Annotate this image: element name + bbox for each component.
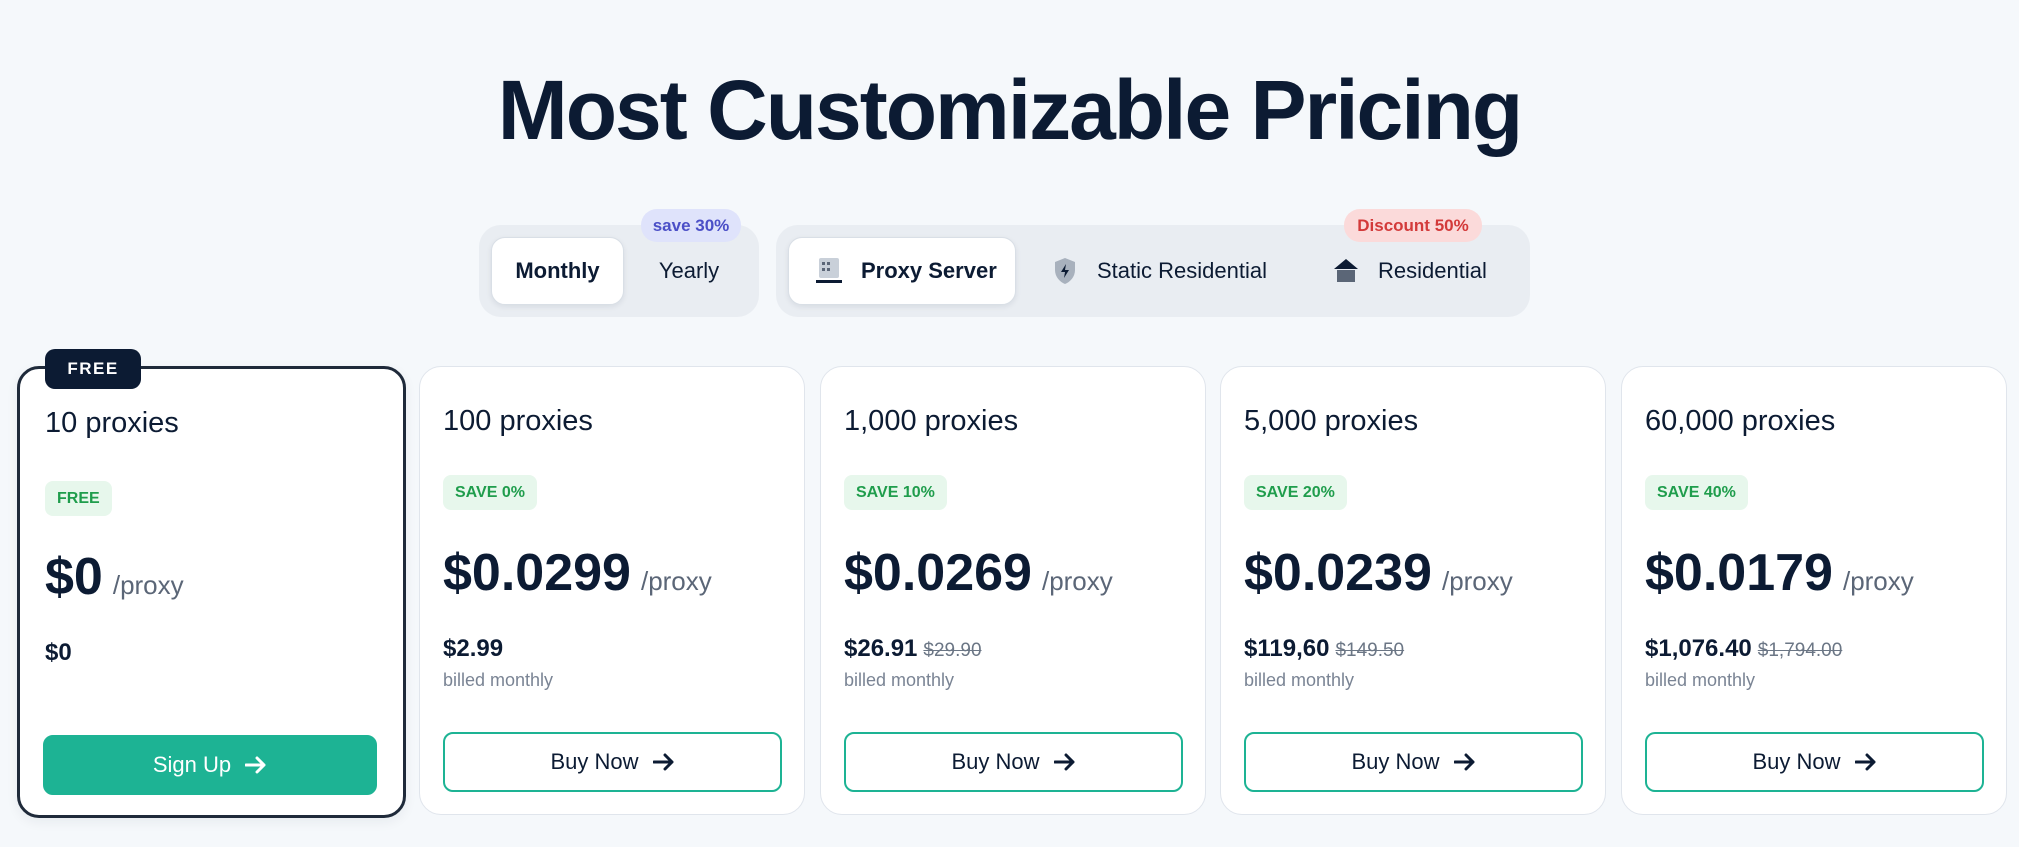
plan-total-original: $1,794.00: [1757, 640, 1843, 661]
plan-price: $0.0239 /proxy: [1244, 543, 1513, 603]
plan-save-badge: SAVE 0%: [443, 475, 537, 510]
plan-total: $119,60 $149.50: [1244, 635, 1404, 663]
plan-price: $0.0269 /proxy: [844, 543, 1113, 603]
plan-total-amount: $119,60: [1244, 635, 1330, 662]
server-icon: [815, 257, 843, 285]
plan-billed-note: billed monthly: [844, 670, 955, 690]
arrow-right-icon: [1453, 753, 1476, 771]
plan-billed-note: billed monthly: [1645, 670, 1756, 690]
plan-card-1000: 1,000 proxies SAVE 10% $0.0269 /proxy $2…: [820, 366, 1206, 815]
plan-price-amount: $0.0299: [443, 544, 631, 602]
plan-price: $0.0299 /proxy: [443, 543, 712, 603]
arrow-right-icon: [1053, 753, 1076, 771]
shield-bolt-icon: [1051, 257, 1079, 285]
plan-price-unit: /proxy: [1842, 566, 1914, 596]
residential-discount-badge: Discount 50%: [1344, 209, 1482, 242]
plan-card-100: 100 proxies SAVE 0% $0.0299 /proxy $2.99…: [419, 366, 805, 815]
plan-billed-note: billed monthly: [443, 670, 554, 690]
plan-total-amount: $26.91: [844, 635, 918, 662]
buy-now-button[interactable]: Buy Now: [443, 732, 782, 792]
plan-name: 5,000 proxies: [1244, 405, 1419, 437]
plan-save-badge: SAVE 10%: [844, 475, 947, 510]
plan-total: $26.91 $29.90: [844, 635, 982, 663]
buy-now-button-label: Buy Now: [550, 749, 639, 774]
plan-price: $0 /proxy: [45, 547, 184, 607]
sign-up-button[interactable]: Sign Up: [43, 735, 377, 795]
plan-price-amount: $0: [45, 548, 103, 606]
plan-total-original: $29.90: [923, 640, 982, 661]
product-residential-label: Residential: [1378, 258, 1487, 283]
yearly-save-badge: save 30%: [641, 209, 741, 242]
plan-price-unit: /proxy: [112, 570, 184, 600]
free-tag: FREE: [45, 349, 141, 389]
buy-now-button-label: Buy Now: [1351, 749, 1440, 774]
plan-card-free: 10 proxies FREE $0 /proxy $0 Sign Up: [17, 366, 406, 818]
plan-name: 100 proxies: [443, 405, 593, 437]
house-icon: [1332, 257, 1360, 285]
product-static-residential-option[interactable]: Static Residential: [1051, 237, 1291, 305]
plan-price-unit: /proxy: [640, 566, 712, 596]
plan-price-unit: /proxy: [1041, 566, 1113, 596]
plan-name: 60,000 proxies: [1645, 405, 1836, 437]
plan-save-badge: SAVE 20%: [1244, 475, 1347, 510]
arrow-right-icon: [1854, 753, 1877, 771]
buy-now-button-label: Buy Now: [1752, 749, 1841, 774]
buy-now-button[interactable]: Buy Now: [1244, 732, 1583, 792]
plan-price-unit: /proxy: [1441, 566, 1513, 596]
plan-billed-note: billed monthly: [1244, 670, 1355, 690]
plan-name: 1,000 proxies: [844, 405, 1019, 437]
plan-save-badge: FREE: [45, 481, 112, 516]
plan-price-amount: $0.0239: [1244, 544, 1432, 602]
plan-total: $2.99: [443, 635, 503, 663]
buy-now-button[interactable]: Buy Now: [844, 732, 1183, 792]
plan-name: 10 proxies: [45, 407, 179, 439]
buy-now-button[interactable]: Buy Now: [1645, 732, 1984, 792]
product-residential-option[interactable]: Residential: [1332, 237, 1512, 305]
plan-card-5000: 5,000 proxies SAVE 20% $0.0239 /proxy $1…: [1220, 366, 1606, 815]
plan-price: $0.0179 /proxy: [1645, 543, 1914, 603]
plan-total: $0: [45, 639, 72, 666]
page-title: Most Customizable Pricing: [497, 63, 1523, 157]
arrow-right-icon: [245, 756, 267, 774]
plan-total: $1,076.40 $1,794.00: [1645, 635, 1842, 663]
plan-total-original: $149.50: [1335, 640, 1405, 661]
billing-monthly-option[interactable]: Monthly: [491, 237, 624, 305]
plan-total-amount: $1,076.40: [1645, 635, 1752, 662]
product-proxy-server-option[interactable]: Proxy Server: [788, 237, 1016, 305]
plan-total-amount: $2.99: [443, 635, 504, 662]
plan-price-amount: $0.0179: [1645, 544, 1833, 602]
product-proxy-server-label: Proxy Server: [861, 258, 997, 283]
plan-card-60000: 60,000 proxies SAVE 40% $0.0179 /proxy $…: [1621, 366, 2007, 815]
billing-yearly-option[interactable]: Yearly: [658, 258, 720, 283]
sign-up-button-label: Sign Up: [152, 752, 232, 777]
arrow-right-icon: [652, 753, 675, 771]
plan-save-badge: SAVE 40%: [1645, 475, 1748, 510]
buy-now-button-label: Buy Now: [951, 749, 1040, 774]
product-static-residential-label: Static Residential: [1097, 258, 1267, 283]
plan-price-amount: $0.0269: [844, 544, 1032, 602]
